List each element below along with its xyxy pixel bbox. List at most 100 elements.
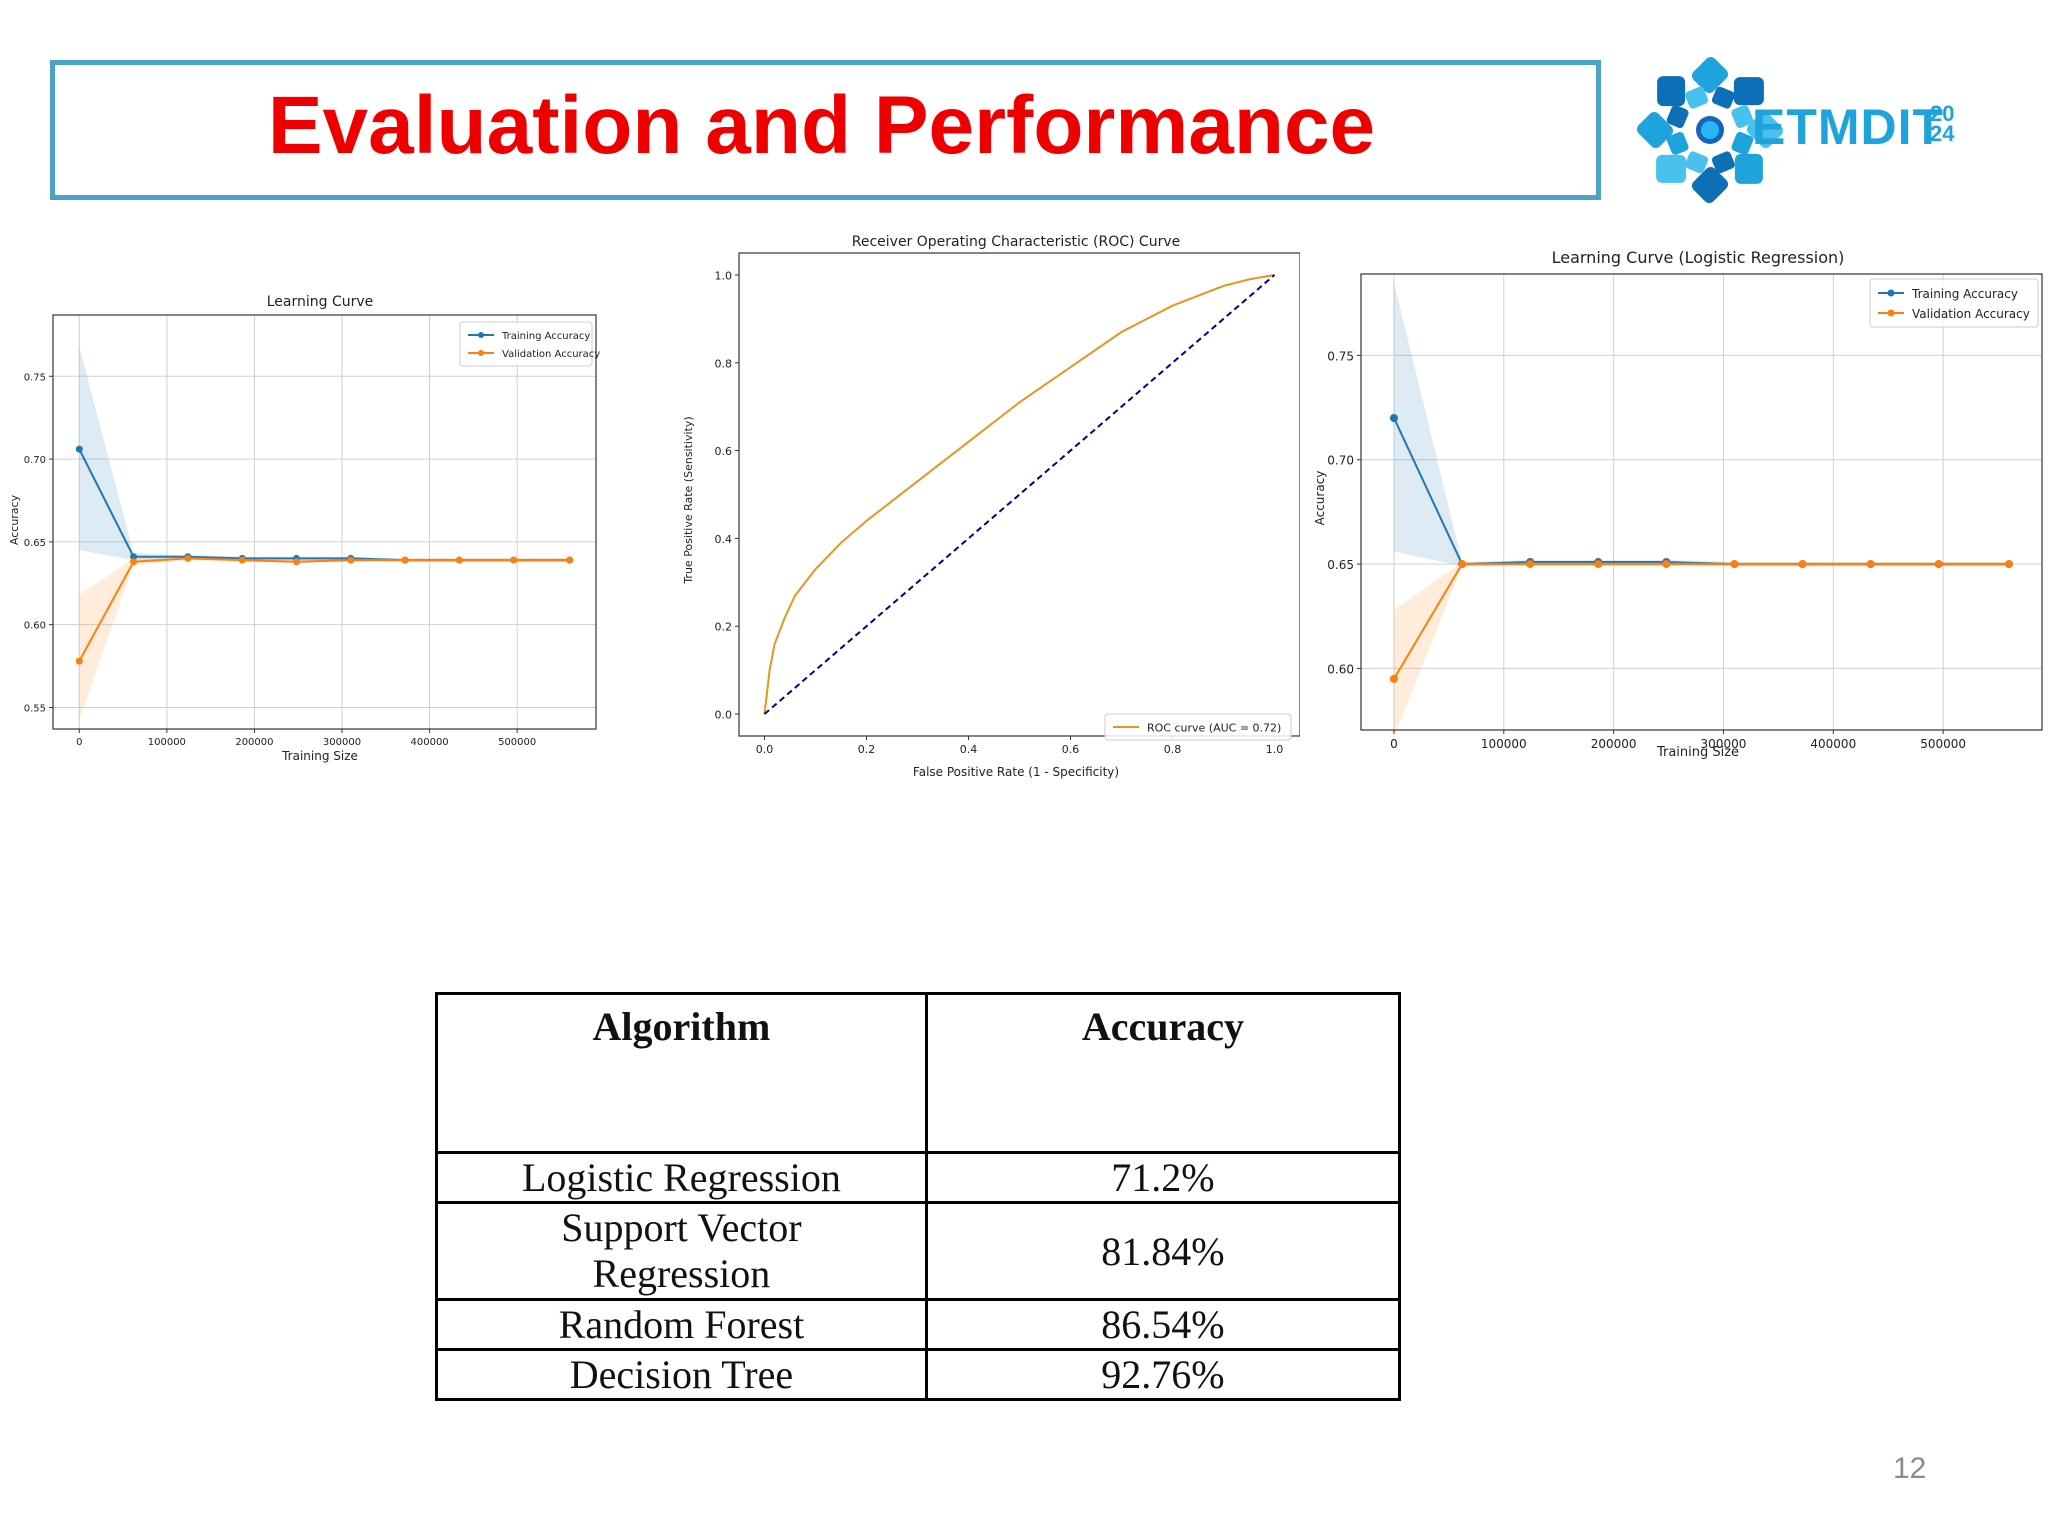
y-tick-label: 0.60 xyxy=(24,621,46,632)
logo-petal xyxy=(1691,166,1729,204)
logo-petal xyxy=(1734,153,1763,184)
data-point xyxy=(1526,560,1535,569)
data-point xyxy=(1389,674,1398,683)
series-line xyxy=(78,448,570,562)
y-tick-label: 0.70 xyxy=(1327,454,1354,468)
y-tick-label: 0.60 xyxy=(1327,662,1354,676)
logo-petal xyxy=(1685,151,1709,174)
x-tick-label: 0.0 xyxy=(756,743,774,756)
y-axis-label: Accuracy xyxy=(8,494,21,545)
table-header-row: Algorithm Accuracy xyxy=(435,992,1402,1154)
legend-label: Training Accuracy xyxy=(1911,287,2018,301)
roc-curve-chart: Receiver Operating Characteristic (ROC) … xyxy=(682,234,1300,779)
data-point xyxy=(130,553,138,561)
x-tick-label: 200000 xyxy=(1591,737,1637,751)
confidence-band xyxy=(79,346,570,562)
x-tick-label: 1.0 xyxy=(1266,743,1284,756)
logo-petal xyxy=(1691,56,1729,94)
legend-marker xyxy=(1887,289,1895,297)
title-box: Evaluation and Performance xyxy=(50,60,1601,200)
table-row: Support Vector Regression 81.84% xyxy=(435,1201,1402,1301)
header-accuracy: Accuracy xyxy=(924,992,1402,1154)
data-point xyxy=(1866,560,1875,569)
y-axis-label: Accuracy xyxy=(1313,471,1327,526)
logo-year: 20 24 xyxy=(1930,101,1964,146)
y-tick-label: 0.75 xyxy=(24,372,46,383)
confidence-band xyxy=(1393,562,2010,738)
data-point xyxy=(1730,560,1739,569)
data-point xyxy=(455,556,463,564)
data-point xyxy=(510,556,518,564)
logistic-learning-curve-chart: Learning Curve (Logistic Regression) 0 10… xyxy=(1313,248,2043,760)
y-tick-label: 0.70 xyxy=(24,455,46,466)
data-point xyxy=(1934,560,1943,569)
logo-petal xyxy=(1657,76,1686,107)
table-row: Decision Tree 92.76% xyxy=(435,1348,1402,1401)
logo-petal xyxy=(1666,131,1689,155)
algorithm-cell-text: Support Vector Regression xyxy=(561,1205,802,1296)
x-tick-label: 100000 xyxy=(148,737,186,748)
y-tick-label: 1.0 xyxy=(715,269,733,282)
slide-title: Evaluation and Performance xyxy=(267,80,1376,171)
x-tick-label: 400000 xyxy=(1810,737,1856,751)
logo-year-bottom: 24 xyxy=(1930,121,1955,146)
x-tick-label: 300000 xyxy=(323,737,361,748)
y-tick-label: 0.65 xyxy=(1327,558,1354,572)
data-point xyxy=(292,558,300,566)
logo-petal xyxy=(1733,77,1764,106)
logo-year-top: 20 xyxy=(1930,101,1955,126)
confidence-band xyxy=(1393,282,2010,567)
data-point xyxy=(2005,560,2014,569)
y-tick-label: 0.6 xyxy=(715,445,733,458)
legend-box xyxy=(459,321,593,367)
data-point xyxy=(1458,560,1467,569)
accuracy-cell: 71.2% xyxy=(924,1151,1402,1204)
x-tick-label: 400000 xyxy=(411,737,449,748)
x-tick-label: 0.6 xyxy=(1062,743,1080,756)
chart-title: Receiver Operating Characteristic (ROC) … xyxy=(852,234,1181,250)
accuracy-cell: 86.54% xyxy=(924,1298,1402,1351)
accuracy-cell: 92.76% xyxy=(924,1348,1402,1401)
data-point xyxy=(1389,414,1398,422)
x-tick-label: 0.2 xyxy=(858,743,876,756)
series-line xyxy=(1393,563,2010,680)
table-row: Random Forest 86.54% xyxy=(435,1298,1402,1351)
data-point xyxy=(184,554,192,562)
data-point xyxy=(566,556,574,564)
x-axis-label: Training Size xyxy=(281,749,358,763)
accuracy-table: Algorithm Accuracy Logistic Regression 7… xyxy=(435,992,1402,1401)
algorithm-cell: Random Forest xyxy=(435,1298,928,1351)
x-axis-label: Training Size xyxy=(1656,745,1739,760)
legend-box xyxy=(1869,278,2039,328)
logo-petal xyxy=(1746,111,1784,149)
legend-marker xyxy=(478,332,484,338)
algorithm-cell: Support Vector Regression xyxy=(435,1201,928,1301)
logo-petal xyxy=(1731,105,1754,129)
legend-label: Validation Accuracy xyxy=(502,349,600,360)
y-tick-label: 0.75 xyxy=(1327,349,1354,363)
data-point xyxy=(347,556,355,564)
y-tick-label: 0.55 xyxy=(24,703,46,714)
logo-petal xyxy=(1711,86,1735,109)
x-tick-label: 0.8 xyxy=(1164,743,1182,756)
series-line xyxy=(763,274,1276,715)
plot-frame xyxy=(1360,273,2043,731)
data-point xyxy=(130,558,138,566)
legend-label: ROC curve (AUC = 0.72) xyxy=(1147,722,1281,735)
logo-petal xyxy=(1731,131,1754,155)
series-line xyxy=(78,557,570,662)
x-tick-label: 100000 xyxy=(1481,737,1527,751)
y-tick-label: 0.4 xyxy=(715,533,733,546)
data-point xyxy=(1798,560,1807,569)
x-axis-label: False Positive Rate (1 - Specificity) xyxy=(913,765,1119,779)
logo-petal xyxy=(1685,86,1709,109)
series-line xyxy=(763,273,1275,715)
logo-petal xyxy=(1666,105,1689,129)
legend-label: Validation Accuracy xyxy=(1912,307,2030,321)
series-line xyxy=(1393,417,2010,566)
y-tick-label: 0.0 xyxy=(715,709,733,722)
x-tick-label: 500000 xyxy=(498,737,536,748)
logo-text: ETMDIT xyxy=(1752,99,1945,155)
data-point xyxy=(1662,560,1671,569)
y-tick-label: 0.65 xyxy=(24,538,46,549)
